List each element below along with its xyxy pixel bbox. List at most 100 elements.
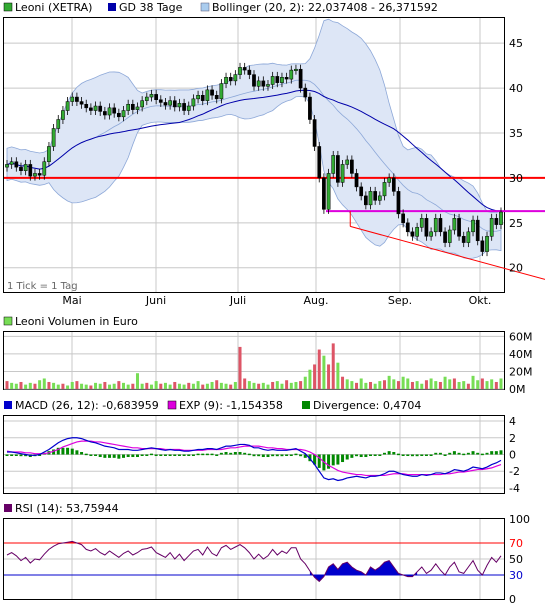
divergence-bar <box>84 453 88 456</box>
divergence-bar <box>429 454 433 456</box>
candle-body <box>363 195 368 206</box>
candle-body <box>23 164 28 171</box>
divergence-bar <box>187 454 191 456</box>
candle-body <box>144 96 149 101</box>
volume-bar <box>24 384 28 389</box>
divergence-bar <box>135 454 139 458</box>
divergence-bar <box>257 454 261 457</box>
volume-bar <box>61 383 65 389</box>
divergence-bar <box>406 454 410 456</box>
divergence-bar <box>89 454 93 456</box>
candle-body <box>79 101 84 105</box>
candle-body <box>391 177 396 192</box>
candle-body <box>405 222 410 233</box>
divergence-bar <box>108 454 112 458</box>
volume-bar <box>415 381 419 389</box>
divergence-bar <box>443 454 447 456</box>
x-tick-label: Juni <box>145 294 166 307</box>
divergence-bar <box>317 454 321 468</box>
candle-body <box>247 69 252 75</box>
candle-body <box>56 119 61 129</box>
candle-body <box>158 99 163 103</box>
volume-bar <box>387 375 391 389</box>
volume-plot-frame <box>3 331 505 390</box>
volume-bar <box>266 384 270 389</box>
volume-bar <box>112 383 116 389</box>
volume-bar <box>424 380 428 389</box>
candle-body <box>401 213 405 224</box>
volume-bar <box>336 362 340 389</box>
candle-body <box>261 80 266 87</box>
candle-body <box>336 155 340 183</box>
divergence-bar <box>271 454 275 457</box>
candle-body <box>19 166 23 171</box>
candle-body <box>312 119 317 147</box>
rsi-y-tick-label: 100 <box>509 513 530 526</box>
candle-body <box>177 103 182 108</box>
candle-body <box>103 111 107 116</box>
divergence-bar <box>341 454 345 463</box>
price-y-tick-label: 35 <box>509 127 523 140</box>
price-y-tick-label: 40 <box>509 82 523 95</box>
volume-bar <box>140 383 144 389</box>
divergence-bar <box>5 454 9 456</box>
candle-body <box>219 83 224 100</box>
volume-bar <box>420 383 424 389</box>
price-marks <box>4 18 545 280</box>
volume-bar <box>243 378 247 389</box>
divergence-bar <box>299 454 303 457</box>
divergence-bar <box>94 454 98 456</box>
volume-bar <box>369 381 373 389</box>
volume-bar <box>145 382 149 389</box>
divergence-bar <box>10 454 14 456</box>
candle-body <box>28 164 33 177</box>
divergence-bar <box>14 454 18 456</box>
divergence-bar <box>131 454 135 458</box>
volume-bar <box>42 378 46 389</box>
divergence-bar <box>140 454 144 456</box>
volume-bar <box>19 381 23 389</box>
divergence-bar <box>112 454 116 458</box>
candle-body <box>228 77 233 82</box>
volume-bar <box>238 346 242 389</box>
divergence-bar <box>173 454 177 456</box>
candle-body <box>340 164 345 183</box>
volume-legend-label: Leoni Volumen in Euro <box>15 315 138 328</box>
candle-body <box>130 103 135 110</box>
macd-y-tick-label: 4 <box>509 415 516 428</box>
candle-body <box>168 100 172 106</box>
divergence-bar <box>448 452 452 455</box>
divergence-bar <box>420 454 424 456</box>
price-legend-swatch-3 <box>200 2 210 12</box>
divergence-bar <box>196 453 200 456</box>
price-legend-label-1: Leoni (XETRA) <box>15 1 92 14</box>
volume-y-ticks: 60M 40M 20M 0M <box>509 330 533 396</box>
divergence-bar <box>285 454 289 456</box>
divergence-bar <box>415 454 419 457</box>
divergence-bar <box>219 452 223 455</box>
candle-body <box>382 182 387 197</box>
candle-body <box>275 76 280 83</box>
divergence-bar <box>233 451 237 455</box>
divergence-bar <box>182 454 186 456</box>
macd-legend-swatch-3 <box>302 401 310 409</box>
candle-body <box>443 231 447 243</box>
volume-bar <box>299 381 303 389</box>
candle-body <box>65 101 70 111</box>
candle-body <box>289 69 294 80</box>
candle-body <box>452 218 457 231</box>
rsi-y-tick-label: 50 <box>509 553 523 566</box>
divergence-bar <box>471 451 475 455</box>
volume-bar <box>378 381 382 389</box>
volume-bar <box>322 355 326 389</box>
rsi-oversold-area <box>309 560 418 582</box>
tick-note: 1 Tick = 1 Tag <box>7 281 78 292</box>
volume-bar <box>191 383 195 389</box>
price-y-tick-label: 30 <box>509 172 523 185</box>
divergence-bar <box>126 454 130 458</box>
divergence-bar <box>438 452 442 455</box>
volume-bar <box>410 381 414 389</box>
candle-body <box>242 67 247 71</box>
volume-bar <box>233 381 237 389</box>
